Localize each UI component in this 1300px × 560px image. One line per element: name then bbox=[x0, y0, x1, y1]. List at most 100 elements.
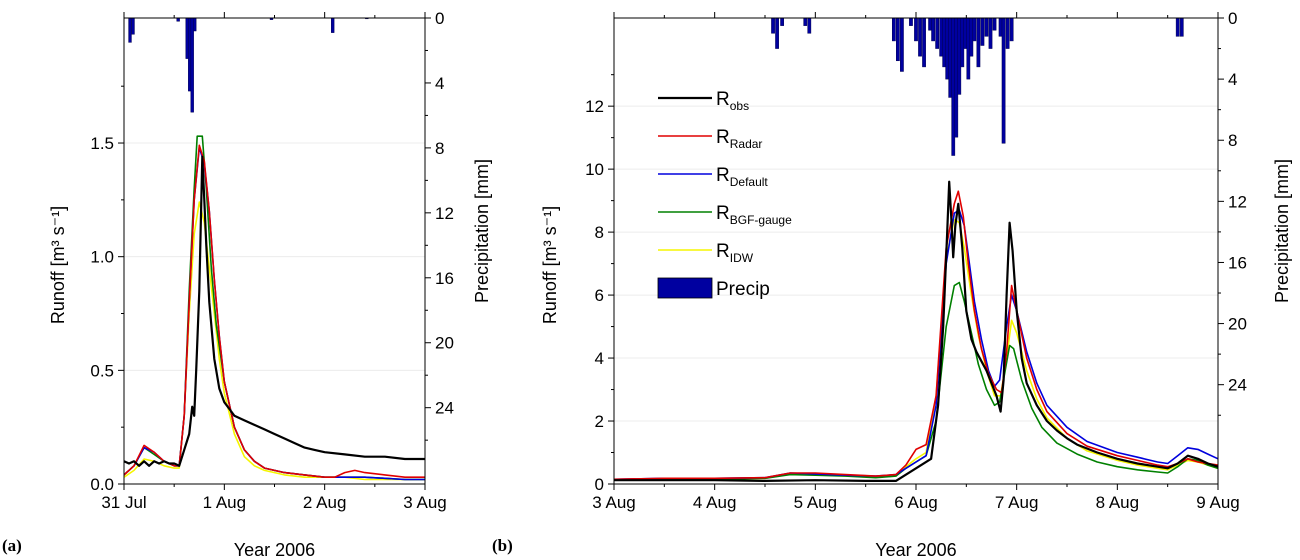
y-tick-label: 2 bbox=[595, 412, 604, 431]
panel-b: 3 Aug 4 Aug 5 Aug 6 Aug 7 Aug 8 Aug 9 Aug02468… bbox=[540, 9, 1292, 560]
precip-bar bbox=[1009, 17, 1014, 42]
y2-tick-label: 24 bbox=[435, 399, 454, 418]
y-tick-label: 1.0 bbox=[90, 248, 114, 267]
series-line-r-radar bbox=[123, 144, 425, 478]
legend-swatch bbox=[657, 277, 713, 299]
y2-tick-label: 12 bbox=[1228, 192, 1247, 211]
precip-bar bbox=[193, 17, 197, 32]
series-line-r-radar bbox=[613, 190, 1219, 481]
y2-axis-label: Precipitation [mm] bbox=[1272, 159, 1292, 303]
precip-bar bbox=[1175, 17, 1180, 37]
x-tick-label: 2 Aug bbox=[303, 493, 347, 512]
precip-bar bbox=[939, 17, 944, 57]
y2-tick-label: 16 bbox=[435, 269, 454, 288]
y2-axis-label: Precipitation [mm] bbox=[472, 159, 492, 303]
precip-bar bbox=[1005, 17, 1010, 49]
y-tick-label: 0 bbox=[595, 475, 604, 494]
precip-bar bbox=[976, 17, 981, 68]
plot-frame bbox=[613, 17, 1219, 485]
precip-bar bbox=[954, 17, 959, 138]
precip-bar bbox=[998, 17, 1003, 37]
y-axis-label: Runoff [m³ s⁻¹] bbox=[48, 206, 68, 324]
x-tick-label: 3 Aug bbox=[403, 493, 447, 512]
precip-bar bbox=[928, 17, 932, 31]
x-tick-label: 31 Jul bbox=[101, 493, 146, 512]
series-line-r-obs bbox=[614, 180, 1219, 482]
precip-bar bbox=[131, 17, 135, 35]
y-tick-label: 0.0 bbox=[90, 475, 114, 494]
precip-bar bbox=[945, 17, 950, 80]
precip-bar bbox=[914, 17, 918, 42]
y2-tick-label: 4 bbox=[435, 74, 444, 93]
series-line-r-idw bbox=[613, 218, 1219, 481]
precip-bar bbox=[1179, 17, 1184, 37]
plot-frame bbox=[123, 17, 426, 485]
precip-bar bbox=[1001, 17, 1006, 144]
series-line-r-idw bbox=[123, 201, 425, 481]
precip-bar bbox=[963, 17, 968, 49]
y2-tick-label: 8 bbox=[435, 139, 444, 158]
legend-label: RDefault bbox=[716, 165, 768, 189]
y2-tick-label: 8 bbox=[1228, 131, 1237, 150]
precip-bar bbox=[190, 17, 194, 113]
precip-bar bbox=[803, 17, 808, 26]
precip-bar bbox=[972, 17, 977, 42]
precip-bar bbox=[922, 17, 926, 68]
precip-bar bbox=[891, 17, 896, 42]
y-tick-label: 0.5 bbox=[90, 361, 114, 380]
x-tick-label: 6 Aug bbox=[894, 493, 938, 512]
precip-bar bbox=[980, 17, 985, 46]
x-tick-label: 9 Aug bbox=[1196, 493, 1240, 512]
precip-bar bbox=[969, 17, 974, 57]
legend: Robs RRadar RDefault RBGF-gauge RIDW Precip bbox=[657, 89, 792, 300]
precip-bar bbox=[992, 17, 997, 31]
y2-tick-label: 12 bbox=[435, 204, 454, 223]
legend-label: RRadar bbox=[716, 127, 762, 151]
y-tick-label: 12 bbox=[585, 97, 604, 116]
x-tick-label: 8 Aug bbox=[1096, 493, 1140, 512]
y-tick-label: 8 bbox=[595, 223, 604, 242]
precip-bar bbox=[771, 17, 775, 34]
precip-bar bbox=[909, 17, 913, 26]
precip-bar bbox=[918, 17, 922, 57]
series-line-r-bgf-gauge bbox=[123, 135, 425, 481]
precip-bar bbox=[128, 17, 132, 43]
y2-tick-label: 20 bbox=[435, 334, 454, 353]
y2-tick-label: 20 bbox=[1228, 315, 1247, 334]
series-line-r-bgf-gauge bbox=[613, 281, 1219, 481]
x-tick-label: 7 Aug bbox=[995, 493, 1039, 512]
y-axis-label: Runoff [m³ s⁻¹] bbox=[540, 206, 560, 324]
x-tick-label: 5 Aug bbox=[794, 493, 838, 512]
y2-tick-label: 0 bbox=[1228, 9, 1237, 28]
y2-tick-label: 4 bbox=[1228, 70, 1237, 89]
series-line-r-default bbox=[123, 146, 425, 481]
x-axis-label: Year 2006 bbox=[875, 540, 956, 560]
precip-bar bbox=[966, 17, 971, 80]
precip-bar bbox=[942, 17, 947, 68]
series-line-r-obs bbox=[123, 155, 425, 467]
precip-bar bbox=[931, 17, 935, 42]
precip-bar bbox=[331, 17, 335, 33]
precip-bar bbox=[984, 17, 989, 37]
precip-bar bbox=[775, 17, 779, 49]
legend-label: RBGF-gauge bbox=[716, 203, 792, 227]
x-tick-label: 4 Aug bbox=[693, 493, 737, 512]
legend-label: Precip bbox=[716, 279, 770, 300]
precip-bar bbox=[896, 17, 900, 62]
precip-bar bbox=[935, 17, 940, 49]
precip-bar bbox=[900, 17, 904, 72]
x-axis-label: Year 2006 bbox=[234, 540, 315, 560]
y2-tick-label: 16 bbox=[1228, 253, 1247, 272]
x-tick-label: 1 Aug bbox=[203, 493, 247, 512]
x-tick-label: 3 Aug bbox=[592, 493, 636, 512]
panel-b-label: (b) bbox=[492, 536, 513, 555]
precip-bar bbox=[807, 17, 812, 34]
precip-bar bbox=[951, 17, 956, 156]
y2-tick-label: 24 bbox=[1228, 376, 1247, 395]
panel-a: 31 Jul 1 Aug 2 Aug 3 Aug 0.0 0.5 1.0 1.5 0 4 8 12 16… bbox=[48, 9, 492, 560]
precip-bar bbox=[960, 17, 965, 68]
y-tick-label: 1.5 bbox=[90, 134, 114, 153]
legend-label: Robs bbox=[716, 89, 749, 113]
precip-bar bbox=[948, 17, 953, 98]
